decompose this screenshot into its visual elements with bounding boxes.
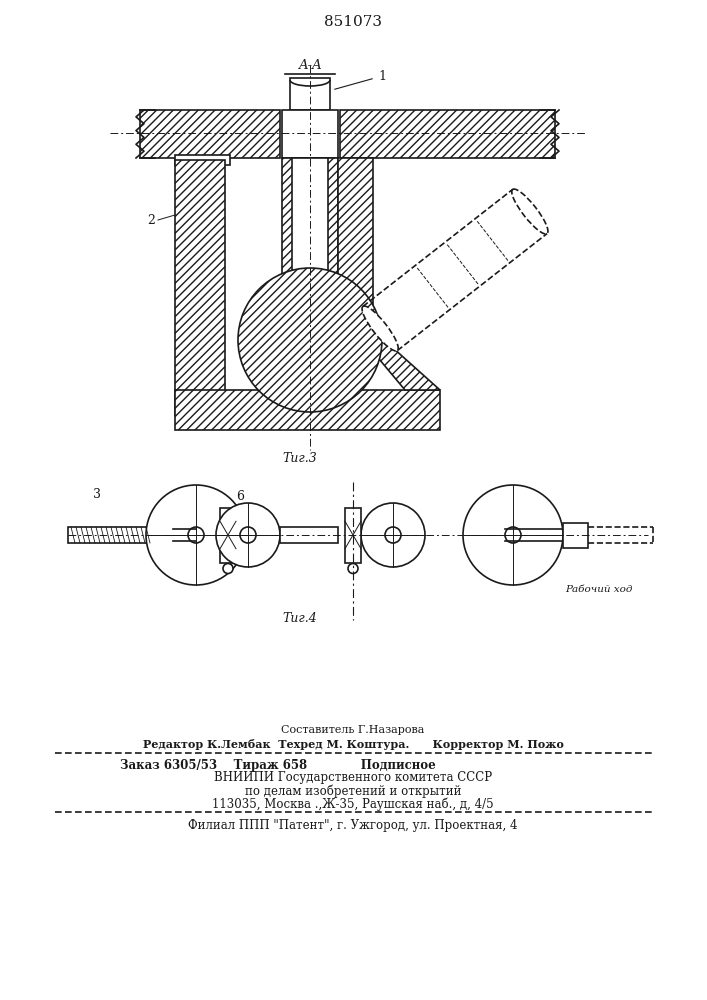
Text: 3: 3 — [93, 488, 101, 502]
Text: 851073: 851073 — [324, 15, 382, 29]
Text: Τиг.3: Τиг.3 — [283, 452, 317, 464]
Text: ВНИИПИ Государственного комитета СССР: ВНИИПИ Государственного комитета СССР — [214, 772, 492, 784]
Text: 2: 2 — [147, 214, 155, 227]
Bar — [563, 522, 588, 548]
Circle shape — [146, 485, 246, 585]
Bar — [175, 155, 230, 165]
Circle shape — [348, 564, 358, 574]
Text: Филиал ППП "Патент", г. Ужгород, ул. Проектная, 4: Филиал ППП "Патент", г. Ужгород, ул. Про… — [188, 820, 518, 832]
Circle shape — [361, 503, 425, 567]
Text: 113035, Москва .,Ж-35, Раушская наб., д, 4/5: 113035, Москва .,Ж-35, Раушская наб., д,… — [212, 797, 493, 811]
Polygon shape — [340, 110, 555, 158]
Ellipse shape — [362, 306, 398, 351]
Bar — [345, 508, 361, 562]
Polygon shape — [338, 158, 373, 330]
Text: Τиг.4: Τиг.4 — [283, 611, 317, 624]
Text: Рабочий ход: Рабочий ход — [565, 585, 633, 594]
Circle shape — [223, 564, 233, 574]
Polygon shape — [175, 390, 440, 430]
Text: Редактор К.Лембак  Техред М. Коштура.      Корректор М. Пожо: Редактор К.Лембак Техред М. Коштура. Кор… — [143, 740, 563, 750]
Circle shape — [240, 527, 256, 543]
Bar — [280, 527, 338, 543]
Text: Составитель Г.Назарова: Составитель Г.Назарова — [281, 725, 425, 735]
Polygon shape — [282, 158, 338, 310]
Circle shape — [238, 268, 382, 412]
Bar — [282, 110, 338, 158]
Bar — [68, 527, 148, 543]
Bar — [148, 522, 173, 548]
Circle shape — [463, 485, 563, 585]
Polygon shape — [140, 110, 280, 158]
Bar — [220, 508, 236, 562]
Polygon shape — [292, 158, 328, 305]
Bar — [290, 78, 330, 110]
Polygon shape — [175, 160, 225, 415]
Text: Заказ 6305/53    Тираж 658             Подписное: Заказ 6305/53 Тираж 658 Подписное — [120, 758, 436, 772]
Circle shape — [188, 527, 204, 543]
Circle shape — [505, 527, 521, 543]
Polygon shape — [338, 310, 440, 390]
Circle shape — [216, 503, 280, 567]
Text: A-A: A-A — [298, 59, 322, 72]
Circle shape — [385, 527, 401, 543]
Text: по делам изобретений и открытий: по делам изобретений и открытий — [245, 784, 461, 798]
Text: 6: 6 — [236, 490, 244, 504]
Text: 1: 1 — [378, 70, 386, 83]
Ellipse shape — [512, 189, 548, 234]
